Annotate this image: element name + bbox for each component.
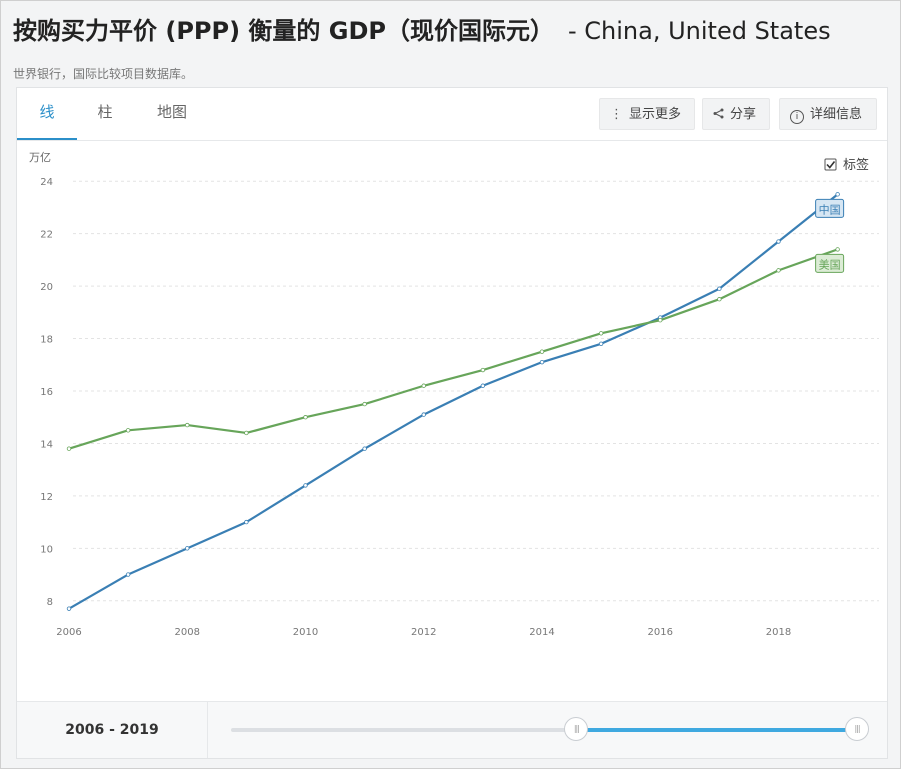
y-tick-label: 22 — [40, 230, 53, 241]
y-tick-label: 8 — [47, 597, 53, 608]
data-point[interactable] — [244, 430, 249, 436]
indicator-title: 按购买力平价 (PPP) 衡量的 GDP（现价国际元） — [13, 17, 554, 45]
x-tick-label: 2006 — [56, 627, 81, 638]
x-tick-label: 2014 — [529, 627, 554, 638]
data-point[interactable] — [776, 239, 781, 244]
line-chart: 万亿 标签 8 10 12 14 16 18 20 22 24 2006 2008 2010 2012 201… — [29, 151, 879, 638]
tab-map[interactable]: 地图 — [156, 103, 187, 121]
data-point[interactable] — [717, 297, 722, 302]
data-point[interactable] — [244, 519, 249, 525]
series-end-label: 中国 — [819, 203, 841, 216]
range-footer: 2006 - 2019 ||| ||| — [17, 701, 887, 758]
data-point[interactable] — [539, 359, 545, 365]
range-slider-track[interactable] — [231, 728, 857, 732]
data-source: 世界银行，国际比较项目数据库。 — [13, 67, 194, 81]
data-point[interactable] — [658, 317, 663, 323]
share-label: 分享 — [730, 107, 757, 122]
x-tick-label: 2016 — [648, 627, 673, 638]
y-tick-label: 16 — [40, 387, 53, 398]
data-point[interactable] — [125, 572, 131, 577]
y-tick-label: 18 — [40, 335, 53, 346]
data-point[interactable] — [303, 415, 308, 420]
details-label: 详细信息 — [810, 107, 863, 122]
y-tick-label: 24 — [40, 177, 53, 188]
series-end-label: 美国 — [819, 258, 841, 271]
tabs-divider — [17, 140, 887, 141]
data-point[interactable] — [776, 268, 781, 273]
y-tick-label: 10 — [40, 544, 53, 555]
y-tick-label: 14 — [40, 439, 53, 450]
chart-type-tabs: 线 柱 地图 — [17, 88, 317, 140]
checkmark-icon — [826, 161, 836, 169]
tab-bar[interactable]: 柱 — [97, 103, 113, 121]
data-point[interactable] — [835, 247, 840, 252]
more-vertical-icon: ⋮ — [610, 107, 623, 122]
data-point[interactable] — [598, 341, 604, 346]
details-button[interactable]: i 详细信息 — [779, 98, 877, 130]
x-tick-label: 2010 — [293, 627, 318, 638]
data-point[interactable] — [421, 412, 426, 417]
data-point[interactable] — [835, 192, 840, 197]
x-tick-label: 2008 — [175, 627, 200, 638]
y-tick-label: 20 — [40, 282, 53, 293]
data-point[interactable] — [480, 383, 486, 388]
data-point[interactable] — [480, 367, 486, 373]
data-point[interactable] — [539, 349, 545, 354]
range-slider-fill — [576, 728, 857, 732]
data-point[interactable] — [362, 401, 367, 407]
data-point[interactable] — [362, 446, 367, 451]
range-start-handle[interactable]: ||| — [564, 717, 589, 741]
range-end-handle[interactable]: ||| — [845, 717, 869, 741]
data-point[interactable] — [598, 331, 604, 336]
show-more-label: 显示更多 — [629, 107, 682, 122]
labels-toggle-label[interactable]: 标签 — [843, 157, 869, 173]
series-end-label-box — [815, 253, 845, 273]
tab-line[interactable]: 线 — [17, 88, 77, 140]
share-button[interactable]: 分享 — [702, 98, 770, 130]
chart-panel: 线 柱 地图 ⋮ 显示更多 分享 i 详细信息 万亿 标签 8 10 12 14 16 18 20 2… — [16, 87, 888, 759]
show-more-button[interactable]: ⋮ 显示更多 — [599, 98, 695, 130]
country-list: - China, United States — [567, 17, 831, 45]
y-unit-label: 万亿 — [29, 151, 51, 164]
data-point[interactable] — [303, 483, 308, 488]
range-label: 2006 - 2019 — [17, 702, 208, 758]
data-point[interactable] — [66, 606, 72, 611]
info-icon: i — [790, 110, 804, 124]
x-tick-label: 2018 — [766, 627, 791, 638]
data-point[interactable] — [185, 546, 190, 551]
data-point[interactable] — [185, 422, 190, 428]
series-end-label-box — [815, 198, 845, 218]
labels-checkbox[interactable] — [824, 158, 837, 171]
page-title: 按购买力平价 (PPP) 衡量的 GDP（现价国际元） - China, Unit… — [13, 11, 831, 46]
data-point[interactable] — [66, 446, 72, 451]
data-point[interactable] — [421, 383, 426, 388]
y-tick-label: 12 — [40, 492, 53, 503]
x-tick-label: 2012 — [411, 627, 436, 638]
share-icon — [713, 99, 724, 131]
series-line-0 — [68, 193, 839, 610]
series-line-1 — [68, 248, 838, 450]
data-point[interactable] — [125, 428, 131, 433]
data-point[interactable] — [717, 286, 722, 291]
